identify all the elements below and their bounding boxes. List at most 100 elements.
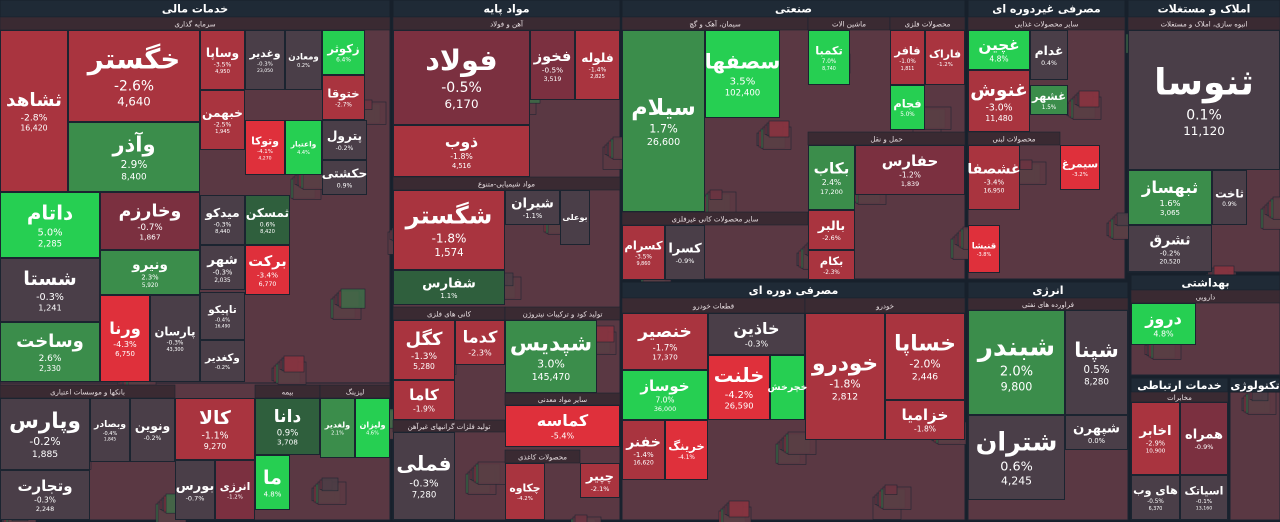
stock-tile[interactable]: وپارس-0.2%1,885 (0, 398, 90, 470)
stock-tile[interactable]: دروز 4.8% (1131, 303, 1196, 345)
stock-tile[interactable]: ثشاهد-2.8%16,420 (0, 30, 68, 192)
stock-tile[interactable]: خرینگ-4.1% (665, 420, 708, 480)
stock-tile[interactable]: فافر-1.0%1,811 (890, 30, 925, 85)
stock-tile[interactable]: پارسان-0.3%43,300 (150, 295, 200, 382)
stock-tile[interactable]: ثنوسا 0.1%11,120 (1128, 30, 1280, 170)
stock-tile[interactable]: اسیاتک -0.1%13,160 (1180, 475, 1228, 520)
stock-tile[interactable]: وتجارت-0.3%2,248 (0, 470, 90, 520)
stock-tile[interactable]: سصفها 3.5%102,400 (705, 30, 781, 118)
tile-change: -1.2% (227, 494, 243, 500)
stock-tile[interactable]: پترول -0.2% (322, 120, 367, 160)
stock-tile[interactable]: انرژی-1.2% (215, 460, 255, 520)
tile-bg (320, 398, 355, 458)
stock-tile[interactable]: بالبر-2.6% (808, 210, 855, 250)
stock-tile[interactable]: خزامیا-1.8% (885, 400, 965, 440)
stock-tile[interactable]: ما 4.8% (255, 455, 290, 510)
stock-tile[interactable]: خساپا-2.0%2,446 (885, 313, 965, 400)
stock-tile[interactable]: شپنا 0.5%8,280 (1065, 310, 1128, 415)
stock-tile[interactable]: وخارزم -0.7%1,867 (100, 192, 200, 250)
stock-tile[interactable]: غنوش-3.0%11,480 (968, 70, 1030, 132)
stock-tile[interactable]: شپدیس 3.0%145,470 (505, 320, 597, 393)
tile-change: -4.3% (113, 339, 137, 349)
tile-bg (808, 210, 855, 250)
stock-tile[interactable]: بکام -2.3% (808, 250, 855, 280)
stock-tile[interactable]: خگستر -2.6%4,640 (68, 30, 200, 122)
stock-tile[interactable]: غشهر 1.5% (1030, 85, 1068, 115)
stock-tile[interactable]: ثشرق-0.2%20,520 (1128, 225, 1212, 272)
stock-tile[interactable]: شتران 0.6%4,245 (968, 415, 1065, 500)
stock-tile[interactable]: ونوین -0.2% (130, 398, 175, 462)
stock-tile[interactable]: کدما-2.3% (455, 320, 505, 365)
stock-tile[interactable]: کگل -1.3%5,280 (393, 320, 455, 380)
stock-tile[interactable]: وبصادر-0.4%1,845 (90, 398, 130, 462)
stock-tile[interactable]: وتوکا-4.1%4,270 (245, 120, 285, 175)
stock-tile[interactable]: شهر-0.3%2,035 (200, 245, 245, 290)
stock-tile[interactable]: های وب -0.5%6,370 (1131, 475, 1180, 520)
stock-tile[interactable]: خبهمن -2.5%1,945 (200, 90, 245, 150)
tile-name: وبصادر (93, 419, 126, 430)
stock-tile[interactable]: همراه-0.9% (1180, 402, 1228, 475)
stock-tile[interactable]: چکاوه -4.2% (505, 463, 545, 520)
stock-tile[interactable]: بورس-0.7% (175, 460, 215, 520)
stock-tile[interactable]: فلوله -1.4%2,825 (575, 30, 620, 100)
stock-tile[interactable]: چپیر-2.1% (580, 463, 620, 498)
stock-tile[interactable]: خفنر-1.4% 16,620 (622, 420, 665, 480)
stock-tile[interactable]: غشصفا-3.4%16,950 (967, 145, 1021, 210)
stock-tile[interactable]: خلنت -4.2%26,590 (708, 355, 770, 420)
stock-tile[interactable]: خنصیر-1.7%17,370 (622, 313, 708, 370)
stock-tile[interactable]: برکت-3.4% 6,770 (245, 245, 290, 295)
stock-tile[interactable]: شستا -0.3%1,241 (0, 258, 100, 322)
stock-tile[interactable]: فخوز-0.5% 3,519 (530, 30, 575, 100)
stock-tile[interactable]: فاراک -1.2% (925, 30, 965, 85)
stock-tile[interactable]: کماسه -5.4% (505, 405, 620, 447)
stock-tile[interactable]: کسرا-0.9% (665, 225, 705, 280)
stock-tile[interactable]: تاپیکو-0.4%16,490 (200, 292, 245, 340)
stock-tile[interactable]: داتام 5.0%2,285 (0, 192, 100, 258)
stock-tile[interactable]: وآذر 2.9%8,400 (68, 122, 200, 192)
stock-tile[interactable]: فملی -0.3% 7,280 (393, 432, 455, 520)
stock-tile[interactable]: کسرام-3.5%9,860 (622, 225, 665, 280)
stock-tile[interactable]: اخابر-2.9% 10,900 (1131, 402, 1180, 475)
stock-tile[interactable]: وساخت 2.6%2,330 (0, 322, 100, 382)
stock-tile[interactable]: خودرو-1.8%2,812 (805, 313, 885, 440)
stock-tile[interactable]: حفارس-1.2%1,839 (855, 145, 965, 195)
stock-tile[interactable]: خچرخش (768, 355, 808, 420)
stock-tile[interactable]: قنیشا-3.8% (968, 225, 1000, 273)
stock-tile[interactable]: شگستر-1.8% 1,574 (393, 190, 505, 270)
stock-tile[interactable]: وغدیر -0.3%23,050 (245, 30, 285, 90)
stock-tile[interactable]: بوعلی (560, 190, 590, 245)
stock-tile[interactable]: کاما-1.9% (393, 380, 455, 420)
stock-tile[interactable]: وکغدیر-0.2% (200, 340, 245, 382)
stock-tile[interactable]: ثمسکن 0.6%8,420 (245, 195, 290, 245)
stock-tile[interactable]: کالا-1.1%9,270 (175, 398, 255, 460)
stock-tile[interactable]: فولاد -0.5%6,170 (393, 30, 530, 125)
stock-tile[interactable]: خاذین -0.3% (708, 313, 805, 355)
stock-tile[interactable]: ذوب-1.8%4,516 (393, 125, 530, 177)
stock-tile[interactable]: ورنا-4.3%6,750 (100, 295, 150, 382)
stock-tile[interactable]: وساپا -3.5%4,950 (200, 30, 245, 90)
stock-tile[interactable]: شیران-1.1% (505, 190, 560, 225)
stock-tile[interactable]: میدکو -0.3%8,440 (200, 195, 245, 245)
stock-tile[interactable]: ختوقا-2.7% (322, 75, 365, 120)
stock-tile[interactable]: شبندر 2.0%9,800 (968, 310, 1065, 415)
stock-tile[interactable]: سیمرغ -3.2% (1060, 145, 1100, 190)
